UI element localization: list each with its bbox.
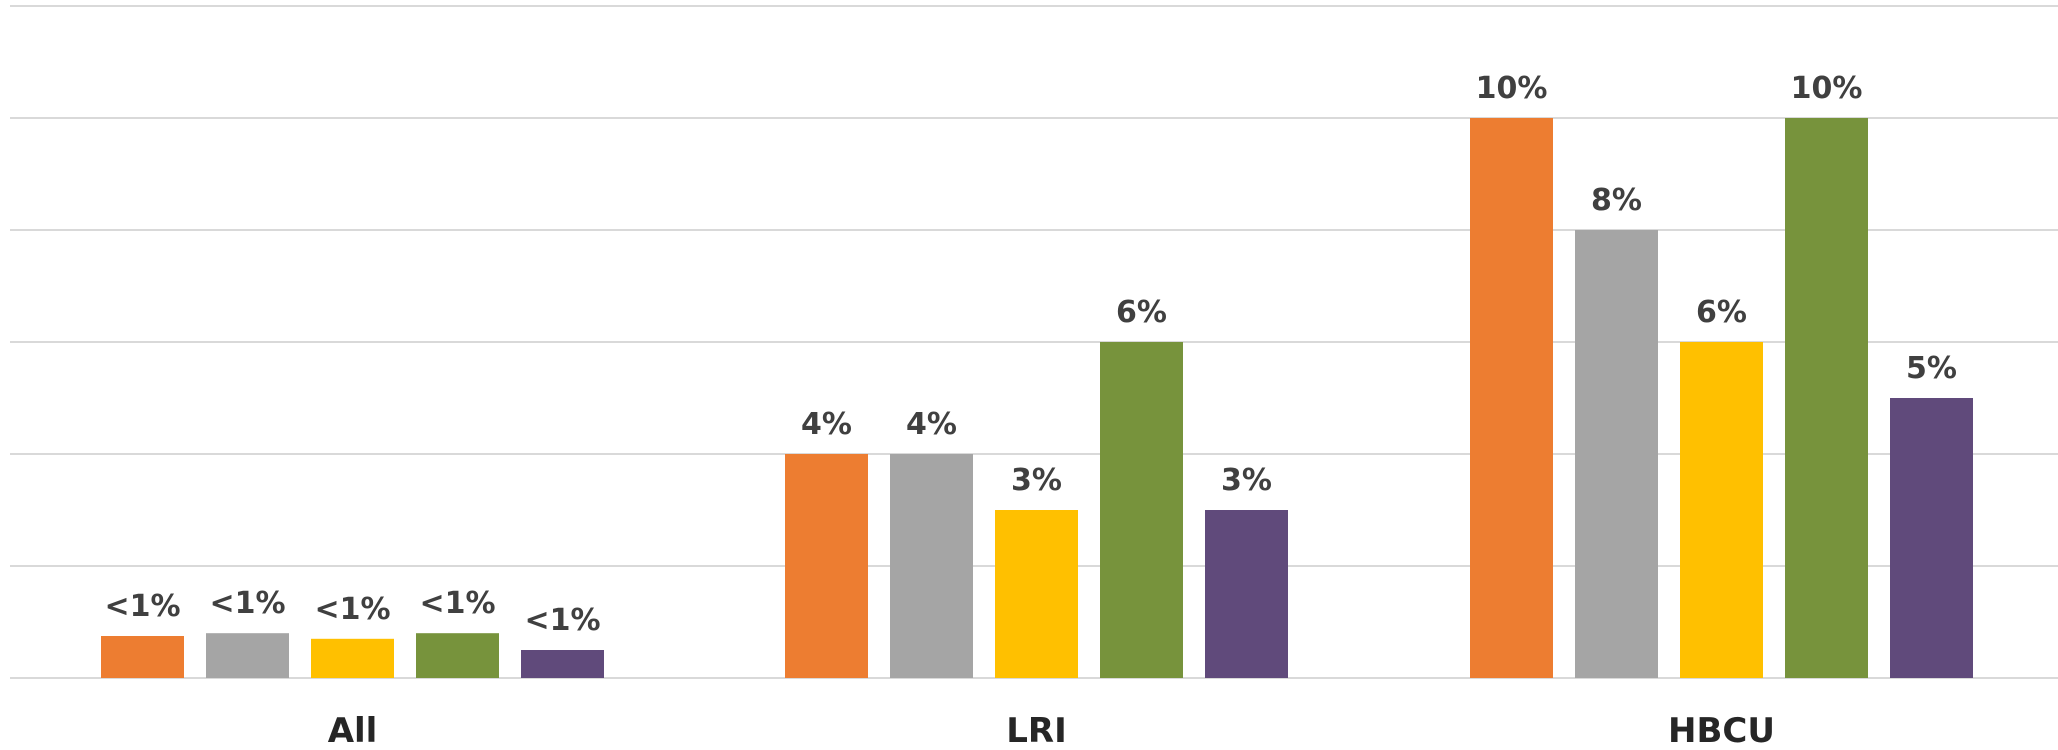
data-label-lri-5: 3% [1221,463,1272,498]
data-label-lri-2: 4% [906,407,957,442]
data-label-lri-4: 6% [1116,295,1167,330]
data-label-lri-3: 3% [1011,463,1062,498]
bar-all-5 [521,650,604,678]
bar-lri-3 [995,510,1078,678]
data-label-all-5: <1% [524,603,600,638]
data-label-hbcu-3: 6% [1696,295,1747,330]
data-label-hbcu-4: 10% [1791,71,1863,106]
data-label-all-4: <1% [419,586,495,621]
bar-hbcu-1 [1470,118,1553,678]
data-label-all-3: <1% [314,592,390,627]
bar-all-4 [416,633,499,678]
bar-hbcu-2 [1575,230,1658,678]
bar-lri-4 [1100,342,1183,678]
bar-lri-5 [1205,510,1288,678]
bar-lri-2 [890,454,973,678]
category-label-lri: LRI [1006,711,1067,750]
bar-hbcu-3 [1680,342,1763,678]
bar-all-3 [311,638,394,678]
bar-hbcu-4 [1785,118,1868,678]
data-label-all-1: <1% [104,589,180,624]
data-label-hbcu-1: 10% [1476,71,1548,106]
bar-hbcu-5 [1890,398,1973,678]
data-label-lri-1: 4% [801,407,852,442]
data-label-hbcu-2: 8% [1591,183,1642,218]
data-label-all-2: <1% [209,586,285,621]
category-label-all: All [328,711,378,750]
category-label-hbcu: HBCU [1668,711,1775,750]
bar-all-2 [206,633,289,678]
bar-lri-1 [785,454,868,678]
bar-all-1 [101,636,184,678]
data-label-hbcu-5: 5% [1906,351,1957,386]
